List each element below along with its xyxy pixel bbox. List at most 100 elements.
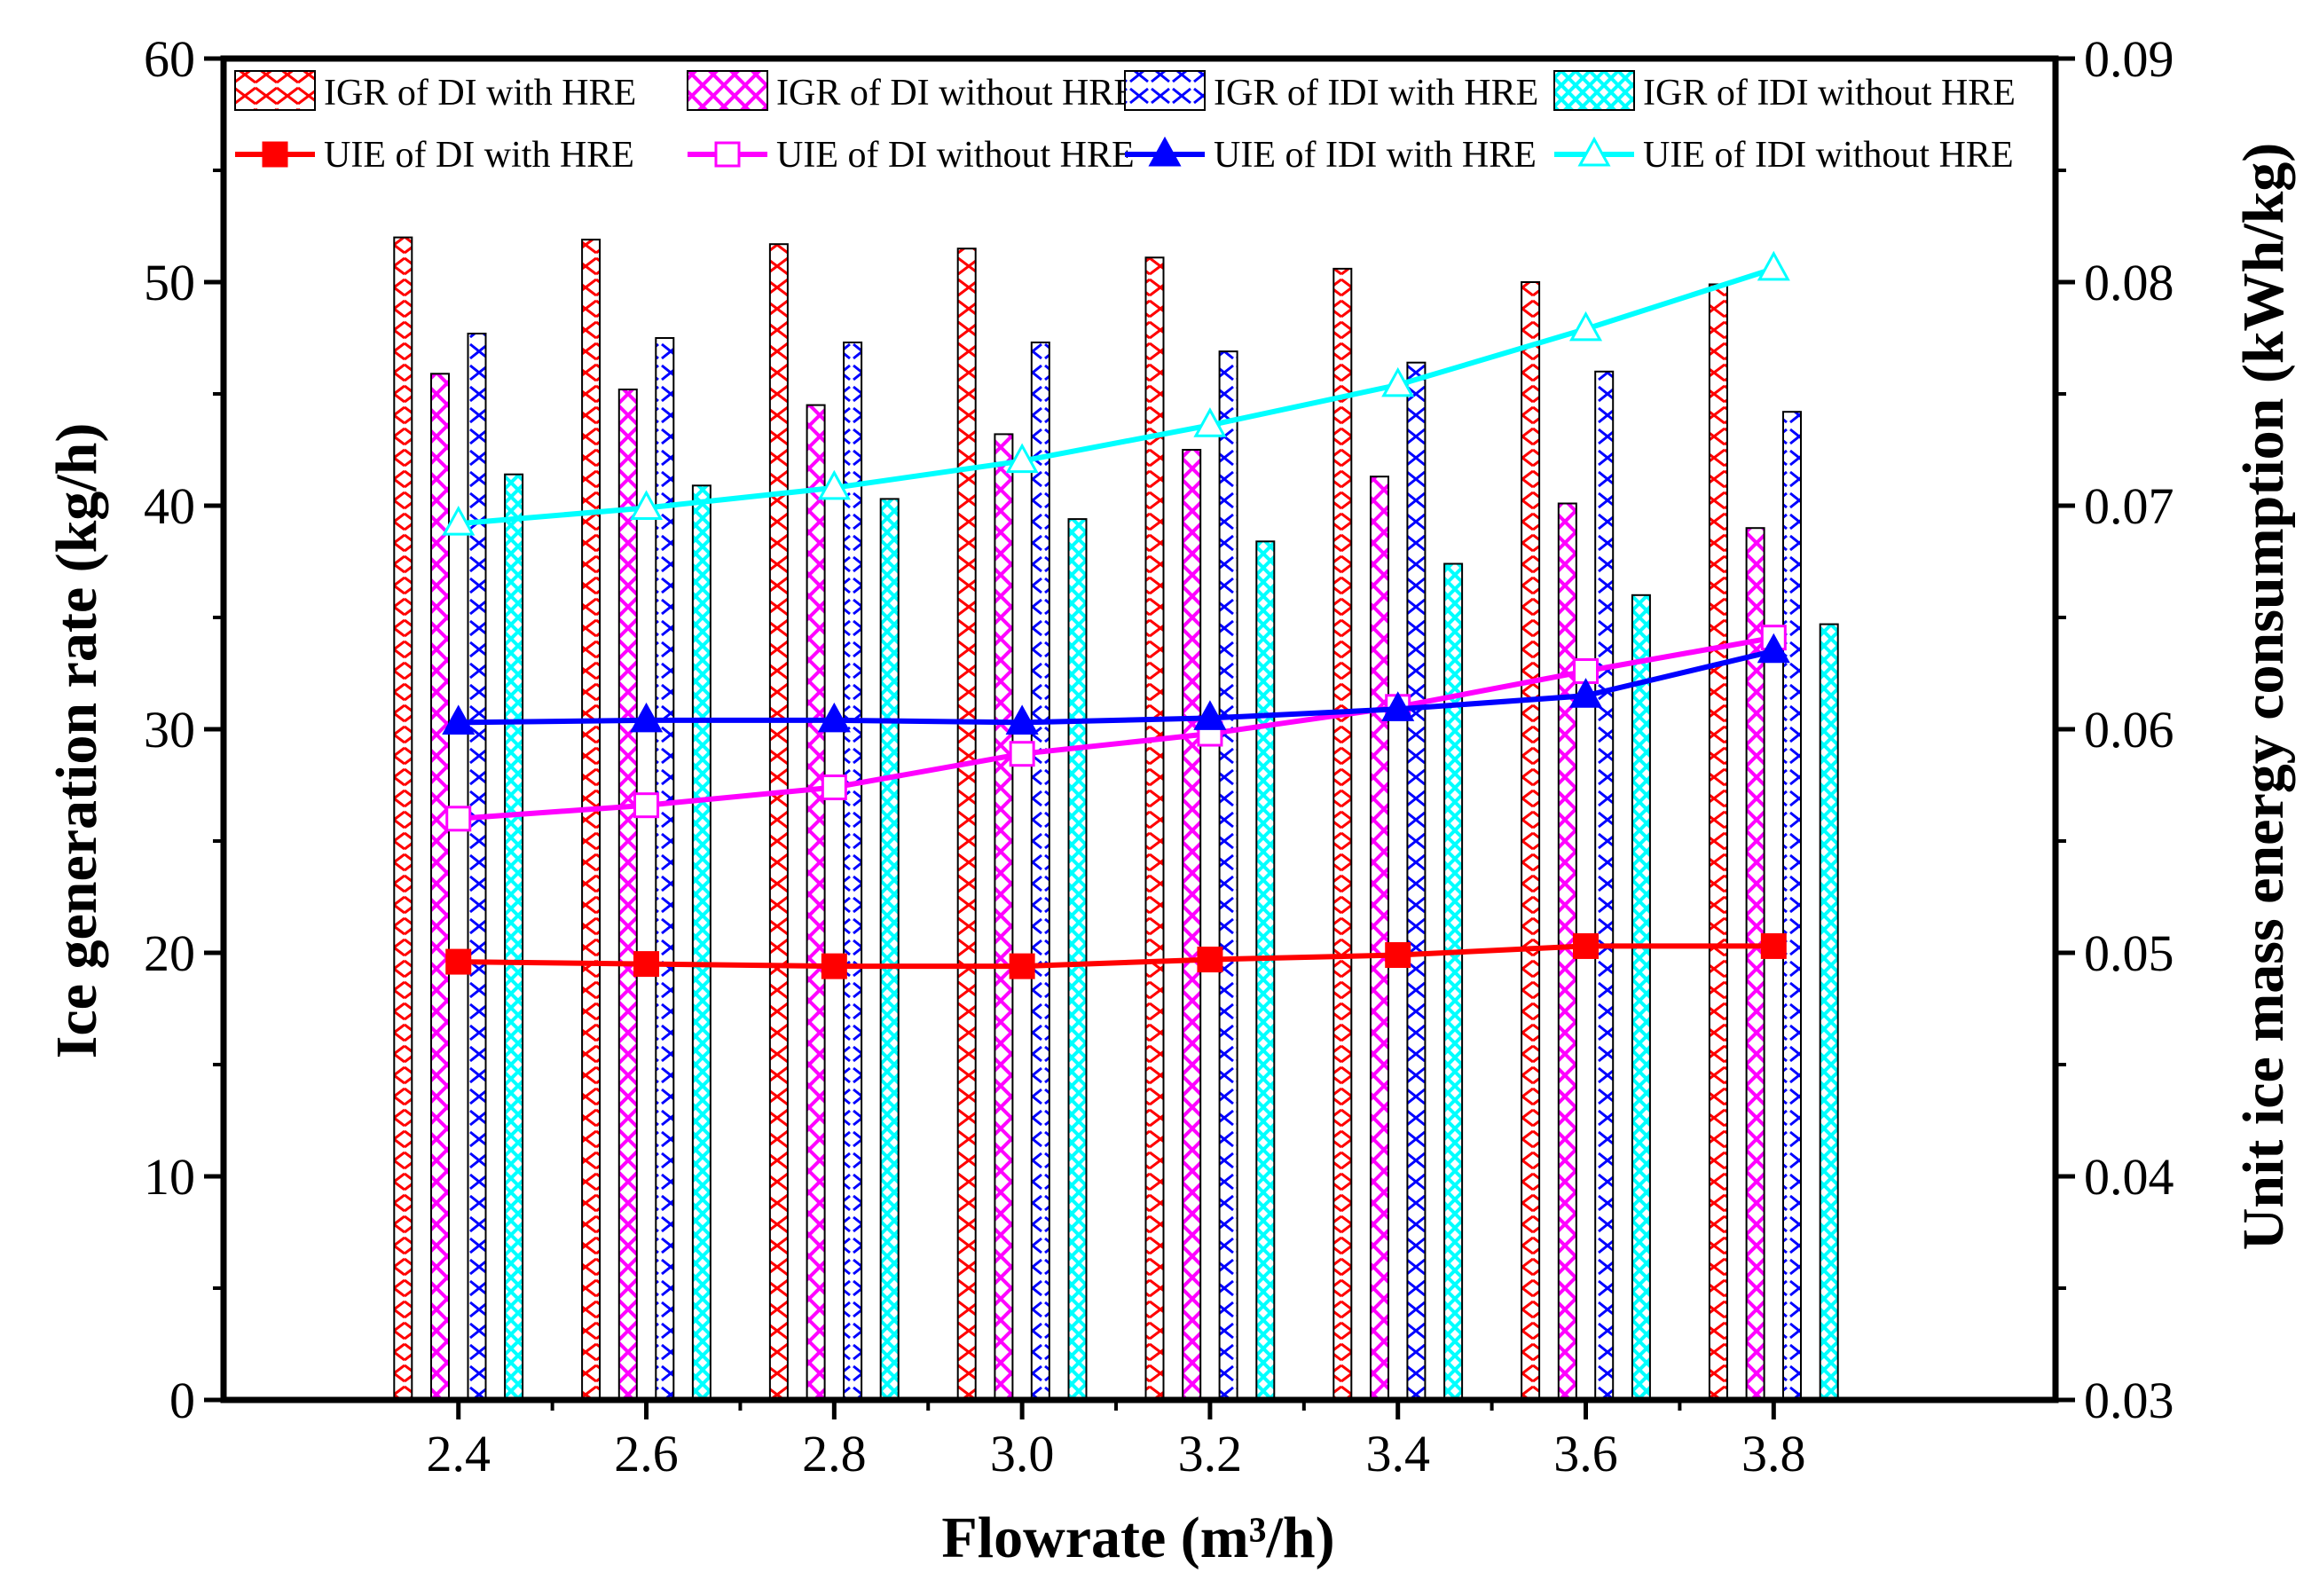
- point-di-without-hre-3.6: [1573, 657, 1600, 684]
- legend-marker-idi-without-hre: [1577, 136, 1611, 167]
- point-idi-without-hre-3.8: [1757, 250, 1790, 281]
- x-tick-label: 3.0: [990, 1425, 1055, 1482]
- bar-di-with-hre-3.8: [1708, 283, 1728, 1401]
- legend: IGR of DI with HRE IGR of DI without HRE I…: [234, 70, 2016, 176]
- x-tick-label: 2.4: [426, 1425, 491, 1482]
- bars-layer: [393, 236, 1839, 1402]
- y-tick-label: 50: [144, 254, 195, 311]
- y2-tick-label: 0.05: [2084, 924, 2174, 982]
- legend-swatch-idi-with-hre: [1124, 70, 1206, 111]
- y-tick-label: 10: [144, 1148, 195, 1206]
- line-idi-with-hre: [458, 648, 1774, 726]
- bar-di-with-hre-2.4: [393, 236, 413, 1402]
- bar-di-without-hre-2.6: [617, 389, 638, 1401]
- point-di-with-hre-3.2: [1197, 947, 1223, 973]
- y-tick-label: 40: [144, 477, 195, 535]
- legend-label-bar-di-without-hre: IGR of DI without HRE: [776, 73, 1136, 114]
- x-tick-label: 3.2: [1178, 1425, 1243, 1482]
- point-di-without-hre-2.6: [633, 792, 660, 819]
- point-idi-without-hre-2.6: [629, 490, 664, 521]
- bar-idi-with-hre-3.4: [1406, 361, 1427, 1402]
- point-idi-with-hre-3.4: [1381, 691, 1415, 721]
- point-di-with-hre-2.8: [821, 953, 847, 979]
- y-tick-label: 20: [144, 924, 195, 982]
- legend-label-bar-idi-without-hre: IGR of IDI without HRE: [1643, 73, 2016, 114]
- bar-idi-without-hre-3.4: [1443, 562, 1464, 1401]
- y2-tick-label: 0.03: [2084, 1372, 2174, 1429]
- legend-marker-idi-with-hre: [1148, 136, 1182, 167]
- point-di-without-hre-3.0: [1009, 741, 1035, 767]
- y-tick-label: 30: [144, 701, 195, 759]
- bar-di-with-hre-3.4: [1332, 267, 1353, 1401]
- legend-swatch-di-with-hre: [234, 70, 316, 111]
- y2-tick-label: 0.06: [2084, 701, 2174, 759]
- bar-di-without-hre-2.4: [430, 373, 450, 1401]
- x-axis-title: Flowrate (m³/h): [941, 1506, 1334, 1570]
- y-tick-label: 60: [144, 30, 195, 88]
- point-di-with-hre-2.4: [445, 948, 472, 975]
- point-di-with-hre-3.4: [1385, 942, 1411, 969]
- bar-idi-with-hre-3.2: [1218, 350, 1238, 1402]
- bar-idi-without-hre-3.2: [1255, 540, 1276, 1401]
- legend-marker-di-with-hre: [262, 141, 288, 168]
- bar-idi-without-hre-3.6: [1631, 594, 1651, 1401]
- bar-di-with-hre-3.2: [1144, 256, 1165, 1401]
- legend-label-line-di-with-hre: UIE of DI with HRE: [324, 135, 634, 176]
- bar-idi-without-hre-3.8: [1819, 623, 1839, 1401]
- legend-label-line-idi-with-hre: UIE of IDI with HRE: [1214, 135, 1537, 176]
- point-idi-with-hre-2.8: [817, 702, 851, 733]
- bar-idi-without-hre-2.8: [879, 498, 900, 1401]
- legend-label-bar-idi-with-hre: IGR of IDI with HRE: [1214, 73, 1538, 114]
- legend-label-bar-di-with-hre: IGR of DI with HRE: [324, 73, 636, 114]
- x-tick-label: 3.8: [1741, 1425, 1806, 1482]
- y2-axis-title: Unit ice mass energy consumption (kWh/kg…: [2231, 143, 2296, 1251]
- point-di-with-hre-2.6: [633, 951, 660, 978]
- bar-di-without-hre-3.4: [1370, 476, 1389, 1402]
- point-idi-without-hre-3.6: [1568, 311, 1603, 342]
- y-tick-label: 0: [169, 1372, 195, 1429]
- point-idi-without-hre-2.8: [817, 469, 851, 500]
- x-tick-label: 3.4: [1365, 1425, 1430, 1482]
- point-idi-without-hre-3.4: [1381, 366, 1415, 397]
- point-di-without-hre-2.4: [445, 806, 472, 832]
- bar-di-with-hre-2.8: [768, 243, 789, 1402]
- bar-di-without-hre-2.8: [806, 404, 826, 1402]
- legend-label-line-di-without-hre: UIE of DI without HRE: [776, 135, 1135, 176]
- legend-swatch-idi-without-hre: [1553, 70, 1635, 111]
- bar-idi-with-hre-3.0: [1030, 342, 1050, 1401]
- lines-layer: [442, 250, 1790, 979]
- bar-di-without-hre-3.0: [994, 433, 1014, 1401]
- bar-di-without-hre-3.2: [1182, 449, 1202, 1401]
- bar-idi-with-hre-2.8: [843, 342, 863, 1401]
- point-idi-with-hre-2.4: [442, 704, 476, 735]
- line-di-with-hre: [458, 943, 1774, 970]
- legend-swatch-di-without-hre: [687, 70, 768, 111]
- x-tick-label: 2.6: [614, 1425, 679, 1482]
- legend-label-line-idi-without-hre: UIE of IDI without HRE: [1643, 135, 2014, 176]
- point-di-with-hre-3.8: [1760, 932, 1787, 959]
- bar-idi-with-hre-2.4: [467, 333, 487, 1401]
- bar-idi-with-hre-3.6: [1594, 370, 1615, 1401]
- point-idi-without-hre-3.2: [1193, 407, 1227, 437]
- y2-tick-label: 0.07: [2084, 477, 2174, 535]
- point-di-with-hre-3.0: [1009, 953, 1035, 979]
- point-di-with-hre-3.6: [1573, 932, 1600, 959]
- line-di-without-hre: [458, 634, 1774, 822]
- bar-idi-without-hre-2.6: [691, 484, 711, 1401]
- axes-layer: 0 10 20 30 40 50 60 0.03 0.04 0.05 0.06 0.07 0.08 0.0…: [144, 30, 2174, 1482]
- point-idi-without-hre-3.0: [1005, 443, 1039, 474]
- point-idi-with-hre-2.6: [629, 702, 664, 733]
- bar-di-with-hre-3.0: [956, 248, 977, 1402]
- point-idi-without-hre-2.4: [442, 506, 476, 536]
- point-idi-with-hre-3.2: [1193, 700, 1227, 730]
- bar-idi-with-hre-3.8: [1782, 411, 1802, 1402]
- y-axis-title: Ice generation rate (kg/h): [44, 423, 109, 1059]
- bar-idi-with-hre-2.6: [655, 337, 675, 1401]
- line-idi-without-hre: [458, 266, 1775, 527]
- x-tick-label: 2.8: [802, 1425, 867, 1482]
- bar-idi-without-hre-2.4: [504, 473, 524, 1402]
- point-idi-with-hre-3.6: [1568, 678, 1603, 708]
- point-idi-with-hre-3.8: [1757, 633, 1790, 664]
- y2-tick-label: 0.04: [2084, 1148, 2174, 1206]
- y2-tick-label: 0.08: [2084, 254, 2174, 311]
